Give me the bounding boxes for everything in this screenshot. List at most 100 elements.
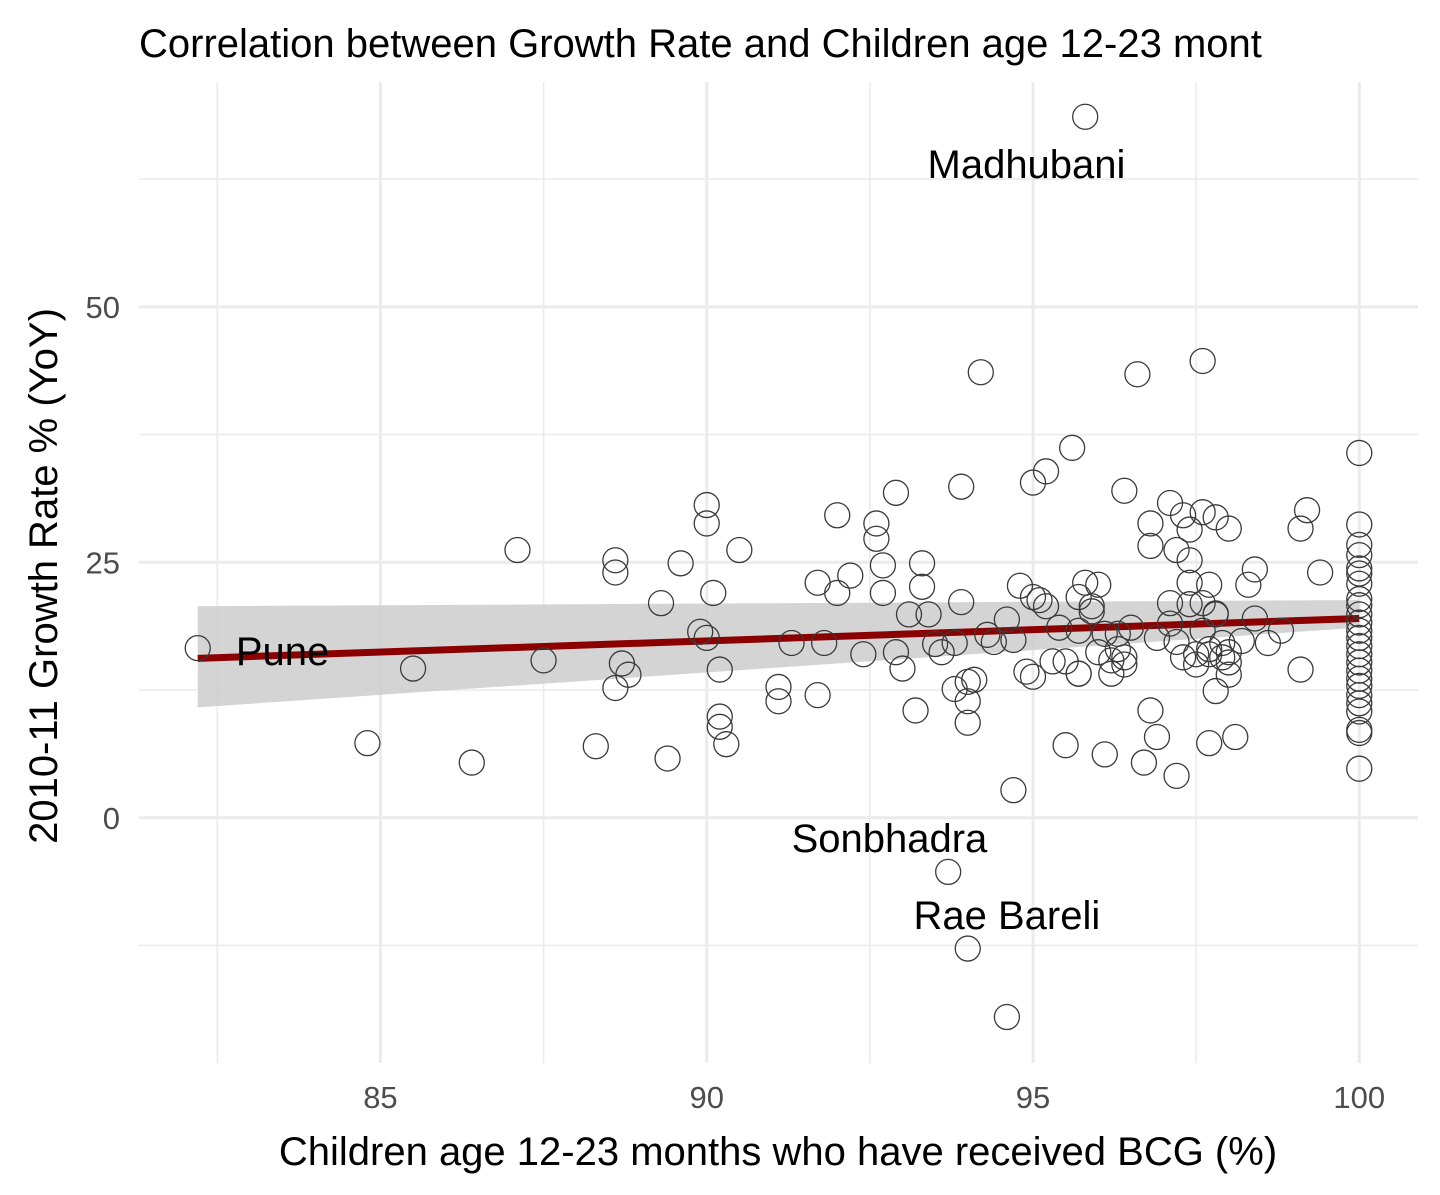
x-tick-label: 95 [1016, 1080, 1050, 1115]
data-point [706, 656, 733, 683]
data-point [889, 655, 916, 682]
data-point [693, 624, 720, 652]
data-point [935, 858, 962, 886]
data-point [824, 579, 851, 607]
data-point [1111, 651, 1138, 678]
data-point [1346, 531, 1373, 559]
point-annotation: Pune [236, 630, 329, 674]
data-point [693, 491, 720, 519]
data-point [693, 510, 720, 537]
data-point [1052, 732, 1079, 759]
data-point [1032, 458, 1060, 485]
data-point [1039, 648, 1066, 675]
data-point [1196, 730, 1223, 757]
data-point [1072, 569, 1099, 596]
data-point [778, 629, 805, 657]
data-point [1215, 515, 1242, 542]
data-point [895, 601, 923, 628]
point-annotation: Sonbhadra [792, 817, 988, 861]
data-point [1065, 583, 1092, 611]
data-point [948, 588, 975, 616]
data-point [908, 550, 936, 577]
data-point [882, 639, 910, 666]
data-point [354, 730, 381, 757]
data-point [1091, 620, 1118, 647]
data-point [1215, 661, 1242, 688]
data-point [1085, 639, 1112, 666]
data-point [1104, 635, 1131, 663]
data-point [902, 697, 929, 724]
data-point [1287, 656, 1314, 683]
data-point [687, 618, 714, 645]
data-point [700, 579, 727, 607]
data-point [1241, 605, 1269, 632]
data-point [1078, 593, 1105, 620]
gridlines [139, 82, 1418, 1063]
data-point [582, 733, 609, 760]
data-point [458, 749, 485, 776]
data-point [1091, 741, 1118, 768]
data-point [1130, 749, 1158, 776]
data-point [863, 510, 890, 537]
tick-labels: 85 90 95 100 0 25 50 [86, 290, 1386, 1115]
data-point [1196, 635, 1223, 663]
data-point [1065, 660, 1092, 687]
data-point [1346, 690, 1373, 717]
data-point [1346, 609, 1373, 636]
data-point [1346, 570, 1373, 597]
data-point [1137, 697, 1164, 724]
y-tick-label: 50 [86, 290, 120, 325]
point-annotation: Rae Bareli [914, 894, 1101, 938]
data-point [974, 621, 1001, 648]
data-point [1098, 660, 1125, 687]
data-point [602, 674, 629, 702]
data-point [993, 606, 1021, 633]
data-points [184, 103, 1373, 1031]
data-point [1235, 571, 1262, 598]
data-point [1189, 499, 1216, 526]
annotations: Pune Madhubani Sonbhadra Rae Bareli [236, 143, 1126, 938]
data-point [1209, 644, 1236, 671]
data-point [1019, 663, 1047, 690]
data-point [504, 536, 531, 564]
data-point [530, 647, 557, 674]
data-point [954, 935, 981, 962]
data-point [1176, 591, 1203, 618]
data-point [1000, 626, 1027, 654]
chart-title: Correlation between Growth Rate and Chil… [139, 22, 1262, 66]
y-tick-label: 0 [103, 801, 120, 836]
data-point [1306, 559, 1334, 586]
data-point [1156, 590, 1184, 617]
data-point [1163, 762, 1190, 790]
trend-line [197, 614, 1360, 662]
data-point [1137, 510, 1164, 537]
data-point [1196, 571, 1223, 598]
data-point [726, 536, 753, 564]
data-point [967, 359, 994, 386]
point-annotation: Madhubani [928, 143, 1126, 187]
data-point [1346, 755, 1373, 782]
data-point [824, 502, 851, 529]
data-point [863, 525, 890, 552]
y-tick-label: 25 [86, 545, 120, 580]
data-point [615, 661, 642, 688]
data-point [928, 639, 955, 666]
data-point [1143, 624, 1171, 652]
data-point [850, 641, 877, 668]
data-point [948, 473, 975, 500]
data-point [1169, 502, 1197, 529]
data-point [837, 562, 864, 589]
data-point [1169, 644, 1197, 671]
data-point [765, 673, 792, 701]
data-point [1346, 555, 1373, 582]
data-point [1346, 719, 1373, 747]
data-point [1065, 617, 1092, 644]
data-point [869, 552, 897, 579]
data-point [1346, 617, 1373, 644]
data-point [1346, 511, 1373, 538]
data-point [1346, 601, 1373, 628]
data-point [1085, 571, 1112, 598]
data-point [908, 573, 936, 600]
